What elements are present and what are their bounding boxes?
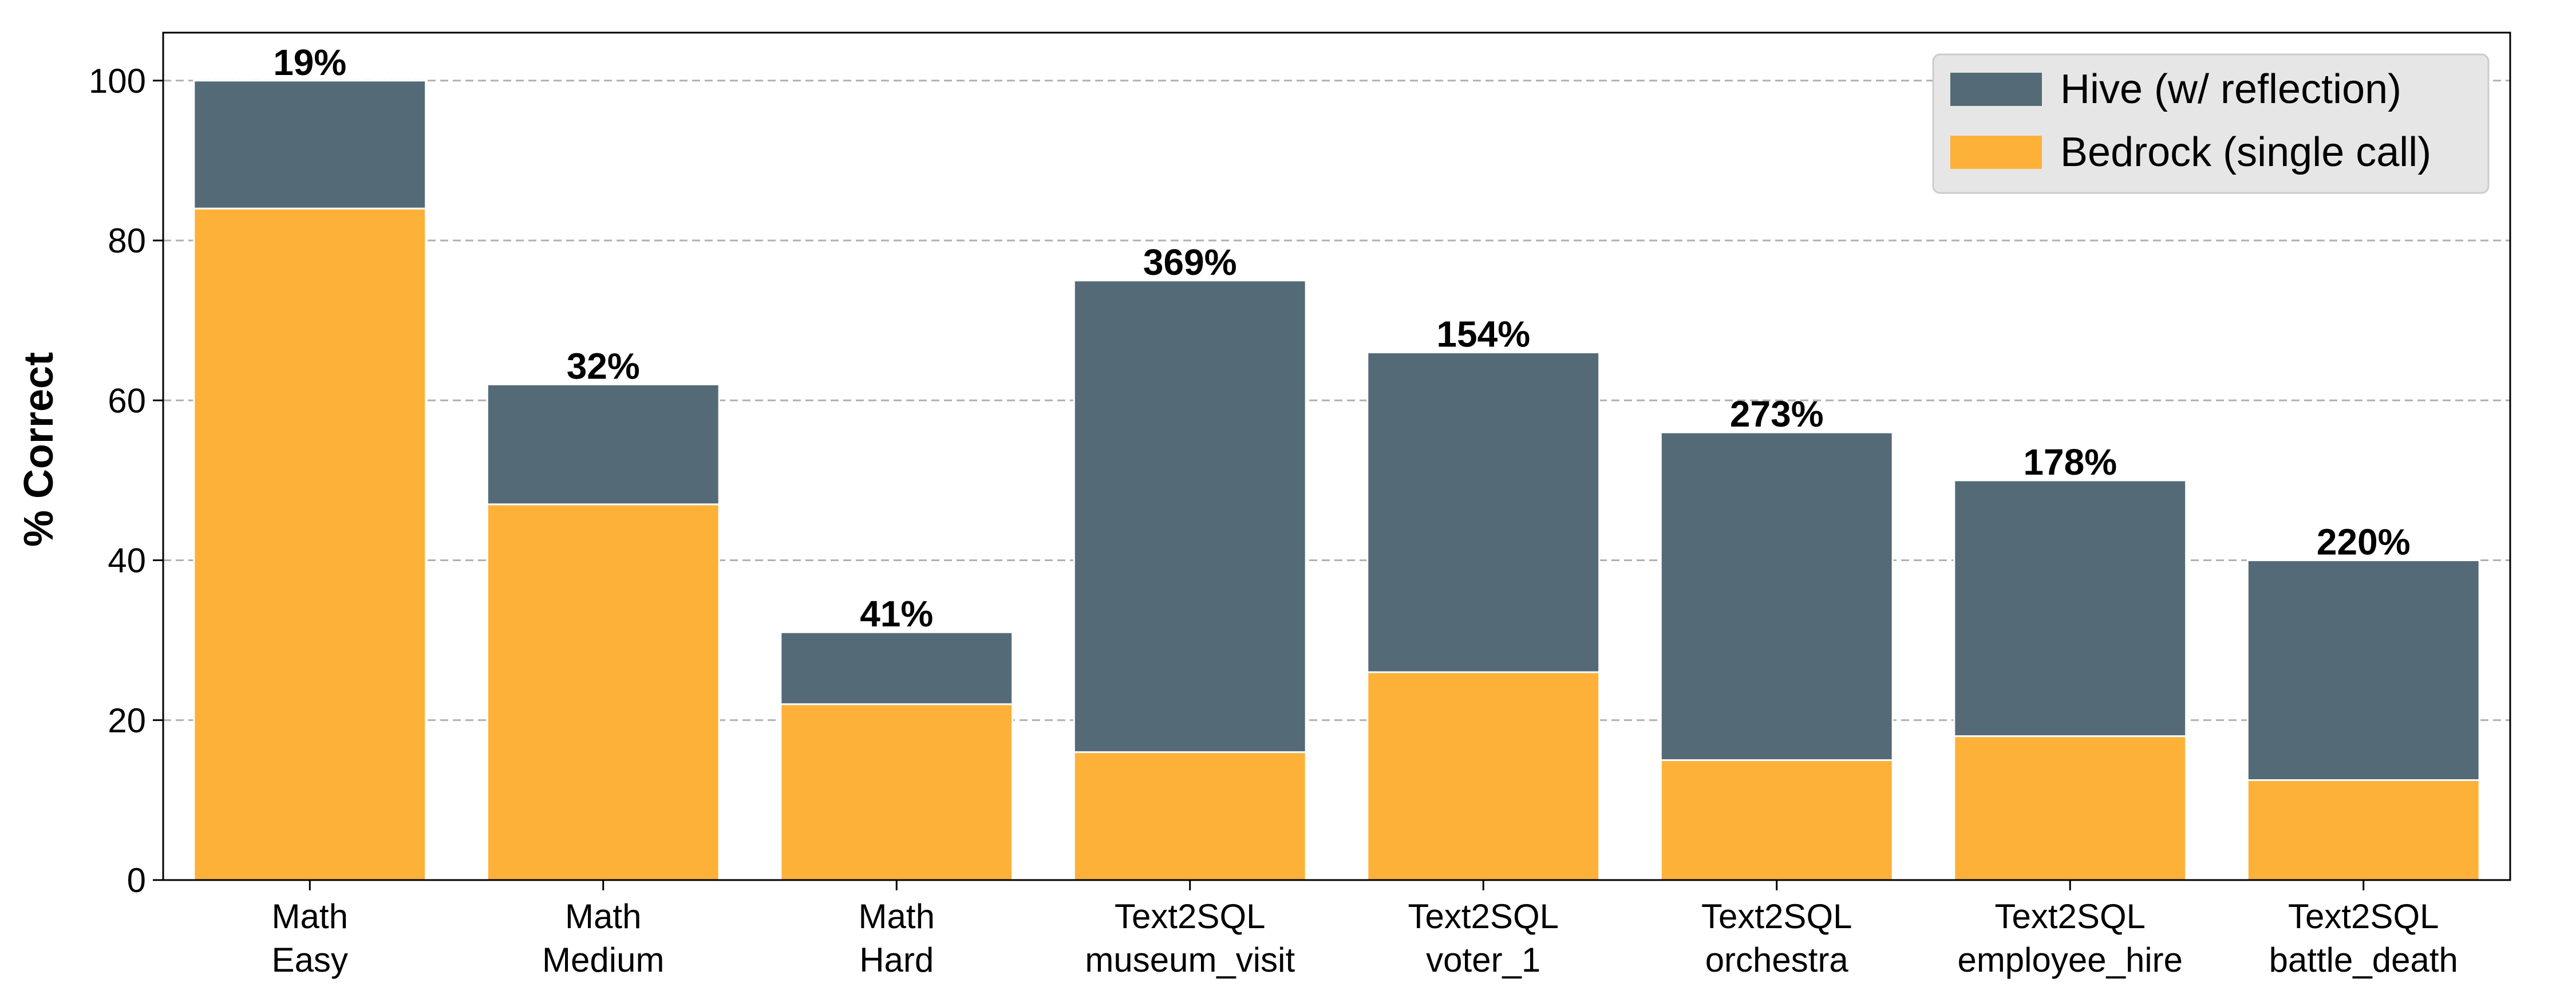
bar-bedrock [780, 703, 1014, 881]
y-tick-label: 0 [127, 861, 146, 900]
legend-box [1932, 53, 2490, 194]
bar-value-label: 369% [1143, 242, 1237, 283]
bar-hive [193, 80, 427, 210]
bar-bedrock [1073, 751, 1307, 881]
x-tick-label: Hard [859, 941, 934, 979]
x-tick-label: orchestra [1705, 941, 1849, 979]
x-tick-label: Math [272, 897, 348, 936]
bar-labels: 19% 32% 41% 369% 154% 273% 178% 220% [273, 42, 2410, 634]
y-tick-label: 80 [108, 222, 146, 260]
bar-value-label: 41% [860, 593, 933, 634]
x-tick-label: Text2SQL [1701, 897, 1852, 936]
bar-bedrock [486, 503, 720, 881]
plot-frame [162, 31, 2511, 881]
bar-value-label: 154% [1436, 313, 1530, 354]
y-tick-label: 40 [108, 542, 146, 580]
bar-value-label: 273% [1730, 393, 1824, 435]
y-tick-label: 60 [108, 381, 146, 420]
x-tick-label: Medium [542, 941, 664, 979]
legend-label: Bedrock (single call) [2060, 129, 2431, 175]
bar-value-label: 32% [567, 345, 640, 386]
y-tick-label: 20 [108, 701, 146, 740]
bar-hive [486, 383, 720, 506]
x-tick-label: Math [565, 897, 641, 936]
x-tick-label: battle_death [2269, 941, 2458, 979]
legend-swatch [1950, 73, 2042, 106]
bar-value-label: 220% [2317, 522, 2411, 563]
bar-bedrock [1366, 671, 1601, 881]
legend-swatch [1950, 136, 2042, 169]
bar-hive [1366, 351, 1601, 673]
x-tick-label: Easy [272, 941, 348, 979]
y-tick-label: 100 [89, 62, 146, 100]
x-tick-label: Text2SQL [2288, 897, 2439, 936]
bar-value-label: 19% [273, 42, 346, 83]
axes: 0 20 40 60 80 100 Math Easy Math Medium Math Hard Te… [89, 31, 2511, 979]
bar-hive [1660, 431, 1894, 762]
bar-bedrock [193, 207, 427, 881]
bar-bedrock [1953, 735, 2187, 881]
legend: Hive (w/ reflection) Bedrock (single call… [1932, 53, 2490, 194]
x-tick-label: Text2SQL [1115, 897, 1265, 936]
bar-hive [780, 631, 1014, 705]
x-tick-label: Math [859, 897, 935, 936]
bar-bedrock [2246, 779, 2480, 881]
bar-bedrock [1660, 759, 1894, 881]
bar-hive [1953, 479, 2187, 737]
legend-label: Hive (w/ reflection) [2060, 66, 2401, 112]
x-tick-label: voter_1 [1426, 941, 1540, 979]
x-tick-label: employee_hire [1957, 941, 2183, 979]
bar-value-label: 178% [2023, 441, 2117, 483]
x-tick-label: Text2SQL [1408, 897, 1559, 936]
bar-hive [2246, 559, 2480, 781]
bar-hive [1073, 279, 1307, 754]
x-tick-label: Text2SQL [1995, 897, 2146, 936]
x-tick-label: museum_visit [1085, 941, 1295, 979]
y-axis-title: % Correct [16, 352, 62, 547]
bars [193, 80, 2480, 881]
